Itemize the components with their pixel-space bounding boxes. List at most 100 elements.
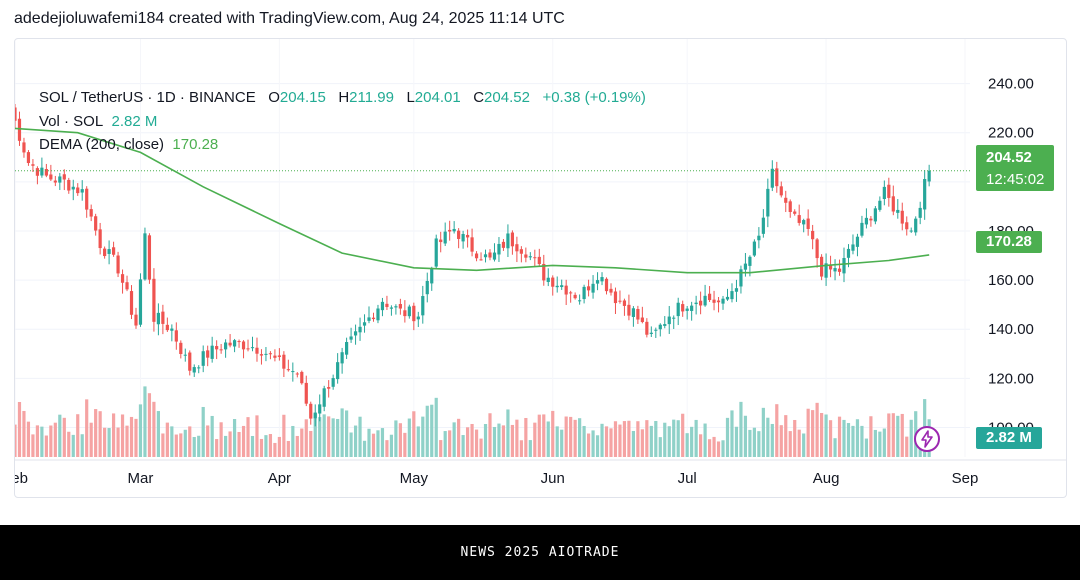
candle-body <box>604 278 609 292</box>
candle-body <box>147 235 152 280</box>
volume-bar <box>345 410 349 457</box>
volume-bar <box>524 417 528 457</box>
volume-bar <box>322 414 326 457</box>
candle-body <box>716 300 721 303</box>
volume-bar <box>488 413 492 457</box>
volume-bar <box>304 419 308 457</box>
candle-body <box>542 263 546 281</box>
candle-body <box>15 107 17 121</box>
candle-body <box>474 253 479 259</box>
candle-body <box>125 282 129 290</box>
lightning-icon[interactable] <box>914 426 940 452</box>
volume-bar <box>152 401 156 457</box>
candle-body <box>752 241 756 256</box>
volume-bar <box>806 408 810 457</box>
candle-body <box>627 304 631 316</box>
volume-bar <box>627 420 631 457</box>
candle-body <box>349 336 353 340</box>
candle-body <box>434 238 438 267</box>
candle-body <box>483 254 488 258</box>
y-tick-label: 220.00 <box>988 125 1034 142</box>
candle-body <box>192 367 196 373</box>
x-tick-label: Sep <box>952 470 979 487</box>
volume-bar <box>255 415 259 457</box>
last-price-label: 204.52 <box>986 149 1032 166</box>
volume-bar <box>318 417 322 457</box>
volume-bar <box>35 425 40 457</box>
candle-body <box>685 308 689 311</box>
volume-bar <box>730 410 734 457</box>
volume-bar <box>300 428 304 457</box>
candle-body <box>766 188 770 217</box>
y-tick-label: 240.00 <box>988 76 1034 93</box>
volume-bar <box>228 431 232 457</box>
candle-body <box>743 263 748 270</box>
volume-bar <box>85 399 89 457</box>
last-price-tag: 204.52 12:45:02 <box>976 145 1055 191</box>
candle-body <box>188 352 192 371</box>
volume-bar <box>837 416 842 457</box>
volume-bar <box>103 427 107 457</box>
candle-body <box>336 362 340 380</box>
candle-body <box>232 340 237 347</box>
volume-bar <box>802 433 806 457</box>
x-tick-label: Mar <box>128 470 154 487</box>
candle-body <box>497 243 501 255</box>
candle-body <box>389 307 394 309</box>
candle-body <box>394 306 398 308</box>
candle-body <box>237 341 241 343</box>
volume-bar <box>421 416 425 457</box>
volume-bar <box>699 434 703 457</box>
candle-body <box>111 247 116 255</box>
volume-bar <box>618 424 622 457</box>
candle-body <box>120 274 125 283</box>
volume-bar <box>98 411 102 457</box>
volume-bar <box>672 419 676 457</box>
candle-body <box>17 118 22 141</box>
volume-bar <box>694 419 698 457</box>
volume-bar <box>546 421 550 457</box>
candle-body <box>470 237 474 252</box>
chart-panel[interactable]: 240.00220.00200.00180.00160.00140.00120.… <box>14 38 1067 498</box>
volume-bar <box>887 413 891 457</box>
candle-body <box>586 286 591 291</box>
volume-bar <box>645 420 649 457</box>
volume-bar <box>882 428 886 457</box>
volume-value: 2.82 M <box>111 113 158 130</box>
candle-body <box>197 367 201 369</box>
volume-bar <box>448 430 452 457</box>
volume-bar <box>192 436 196 457</box>
candle-body <box>524 254 528 258</box>
volume-bar <box>183 429 187 457</box>
candle-body <box>85 188 89 210</box>
volume-bar <box>510 424 515 457</box>
y-tick-label: 140.00 <box>988 321 1034 338</box>
volume-bar <box>622 421 627 457</box>
volume-bar <box>824 414 828 457</box>
candle-body <box>461 234 465 242</box>
candle-body <box>793 211 797 214</box>
candle-body <box>26 152 31 164</box>
candle-body <box>98 229 102 249</box>
volume-bar <box>40 426 44 457</box>
volume-bar <box>752 427 756 457</box>
candle-body <box>631 308 635 317</box>
candle-body <box>891 196 895 212</box>
volume-bar <box>452 422 456 457</box>
candle-body <box>528 256 532 258</box>
volume-bar <box>331 418 335 457</box>
volume-bar <box>591 430 595 457</box>
volume-tag: 2.82 M <box>976 427 1042 449</box>
candle-body <box>71 186 75 190</box>
volume-bar <box>582 425 586 457</box>
volume-bar <box>138 404 143 457</box>
volume-bar <box>340 408 344 457</box>
volume-bar <box>134 418 138 457</box>
price-chart[interactable]: 240.00220.00200.00180.00160.00140.00120.… <box>15 39 1066 497</box>
volume-bar <box>878 431 882 457</box>
candle-body <box>425 280 429 295</box>
candle-body <box>376 308 380 321</box>
volume-bar <box>273 442 277 457</box>
candle-body <box>385 303 389 308</box>
ohlc-legend: SOL / TetherUS · 1D · BINANCE O204.15 H2… <box>39 89 646 106</box>
